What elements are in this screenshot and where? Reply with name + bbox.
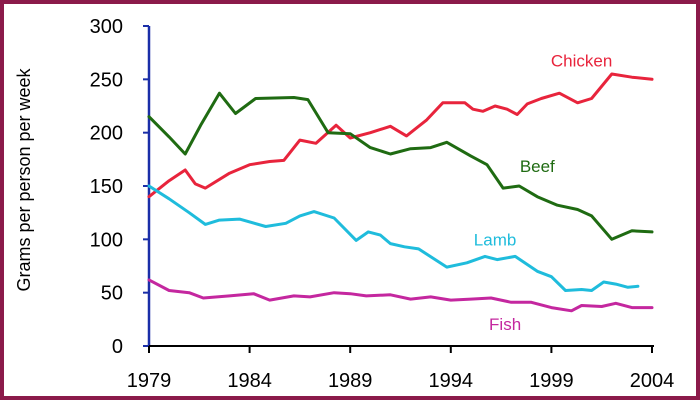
x-tick-label-2004: 2004 (630, 370, 675, 392)
y-axis-label: Grams per person per week (14, 67, 34, 291)
y-tick-label-150: 150 (90, 176, 123, 198)
series-label-beef: Beef (520, 157, 555, 176)
series-label-fish: Fish (489, 315, 521, 334)
series-line-lamb (147, 184, 640, 292)
x-tick-label-1994: 1994 (429, 370, 474, 392)
series-label-chicken: Chicken (551, 52, 612, 71)
series-line-chicken (147, 72, 654, 199)
x-tick-label-1979: 1979 (127, 370, 172, 392)
y-tick-label-100: 100 (90, 229, 123, 251)
x-tick-label-1984: 1984 (227, 370, 272, 392)
tick-labels: 0 50 100 150 200 250 300 1979 1984 1989 1994 1999 20… (90, 16, 675, 392)
y-tick-label-250: 250 (90, 69, 123, 91)
series-labels: Chicken Beef Lamb Fish (474, 52, 612, 334)
series-line-beef (147, 91, 654, 241)
y-tick-label-0: 0 (112, 336, 123, 358)
x-tick-label-1999: 1999 (529, 370, 574, 392)
series-line-fish (147, 278, 654, 313)
axes (143, 25, 654, 353)
series-label-lamb: Lamb (474, 231, 517, 250)
y-tick-label-200: 200 (90, 123, 123, 145)
y-tick-label-300: 300 (90, 16, 123, 38)
y-tick-label-50: 50 (101, 283, 123, 305)
x-tick-label-1989: 1989 (328, 370, 373, 392)
series-lines (147, 72, 654, 313)
